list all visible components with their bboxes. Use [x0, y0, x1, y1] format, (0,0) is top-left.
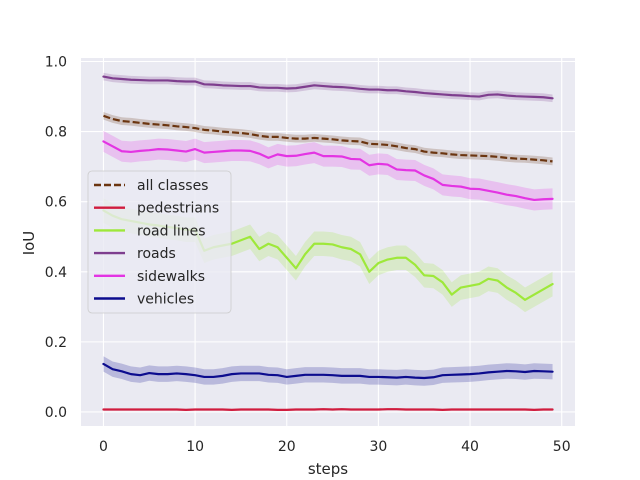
y-tick-label: 0.0: [45, 405, 67, 421]
series-line-sidewalks: [102, 140, 554, 202]
y-tick-label: 0.8: [45, 125, 67, 141]
legend-label-road-lines: road lines: [137, 223, 206, 239]
series-line-pedestrians: [102, 408, 554, 411]
legend-label-all-classes: all classes: [137, 178, 208, 194]
series-line-all-classes: [103, 114, 553, 163]
x-tick-label: 30: [369, 439, 387, 455]
y-axis-label: IoU: [20, 231, 38, 256]
legend-label-vehicles: vehicles: [137, 292, 194, 308]
x-tick-label: 50: [553, 439, 571, 455]
x-tick-label: 20: [278, 439, 296, 455]
legend-label-pedestrians: pedestrians: [137, 201, 219, 217]
x-tick-label: 10: [186, 439, 204, 455]
x-axis-label: steps: [308, 460, 348, 478]
band-road-lines: [103, 198, 553, 313]
legend-label-roads: roads: [137, 246, 176, 262]
y-ticks: 0.0 0.2 0.4 0.6 0.8 1.0: [45, 55, 67, 421]
series-line-vehicles: [102, 362, 554, 380]
legend: all classes pedestrians road lines roads sid…: [87, 170, 232, 314]
band-vehicles: [103, 356, 553, 386]
y-tick-label: 0.4: [45, 265, 67, 281]
y-tick-label: 1.0: [45, 55, 67, 71]
x-tick-label: 0: [99, 439, 108, 455]
legend-label-sidewalks: sidewalks: [137, 269, 205, 285]
y-tick-label: 0.6: [45, 195, 67, 211]
series-lines: [102, 75, 554, 411]
x-tick-label: 40: [461, 439, 479, 455]
series-line-roads: [102, 75, 554, 100]
y-tick-label: 0.2: [45, 335, 67, 351]
x-ticks: 0 10 20 30 40 50: [99, 439, 571, 455]
